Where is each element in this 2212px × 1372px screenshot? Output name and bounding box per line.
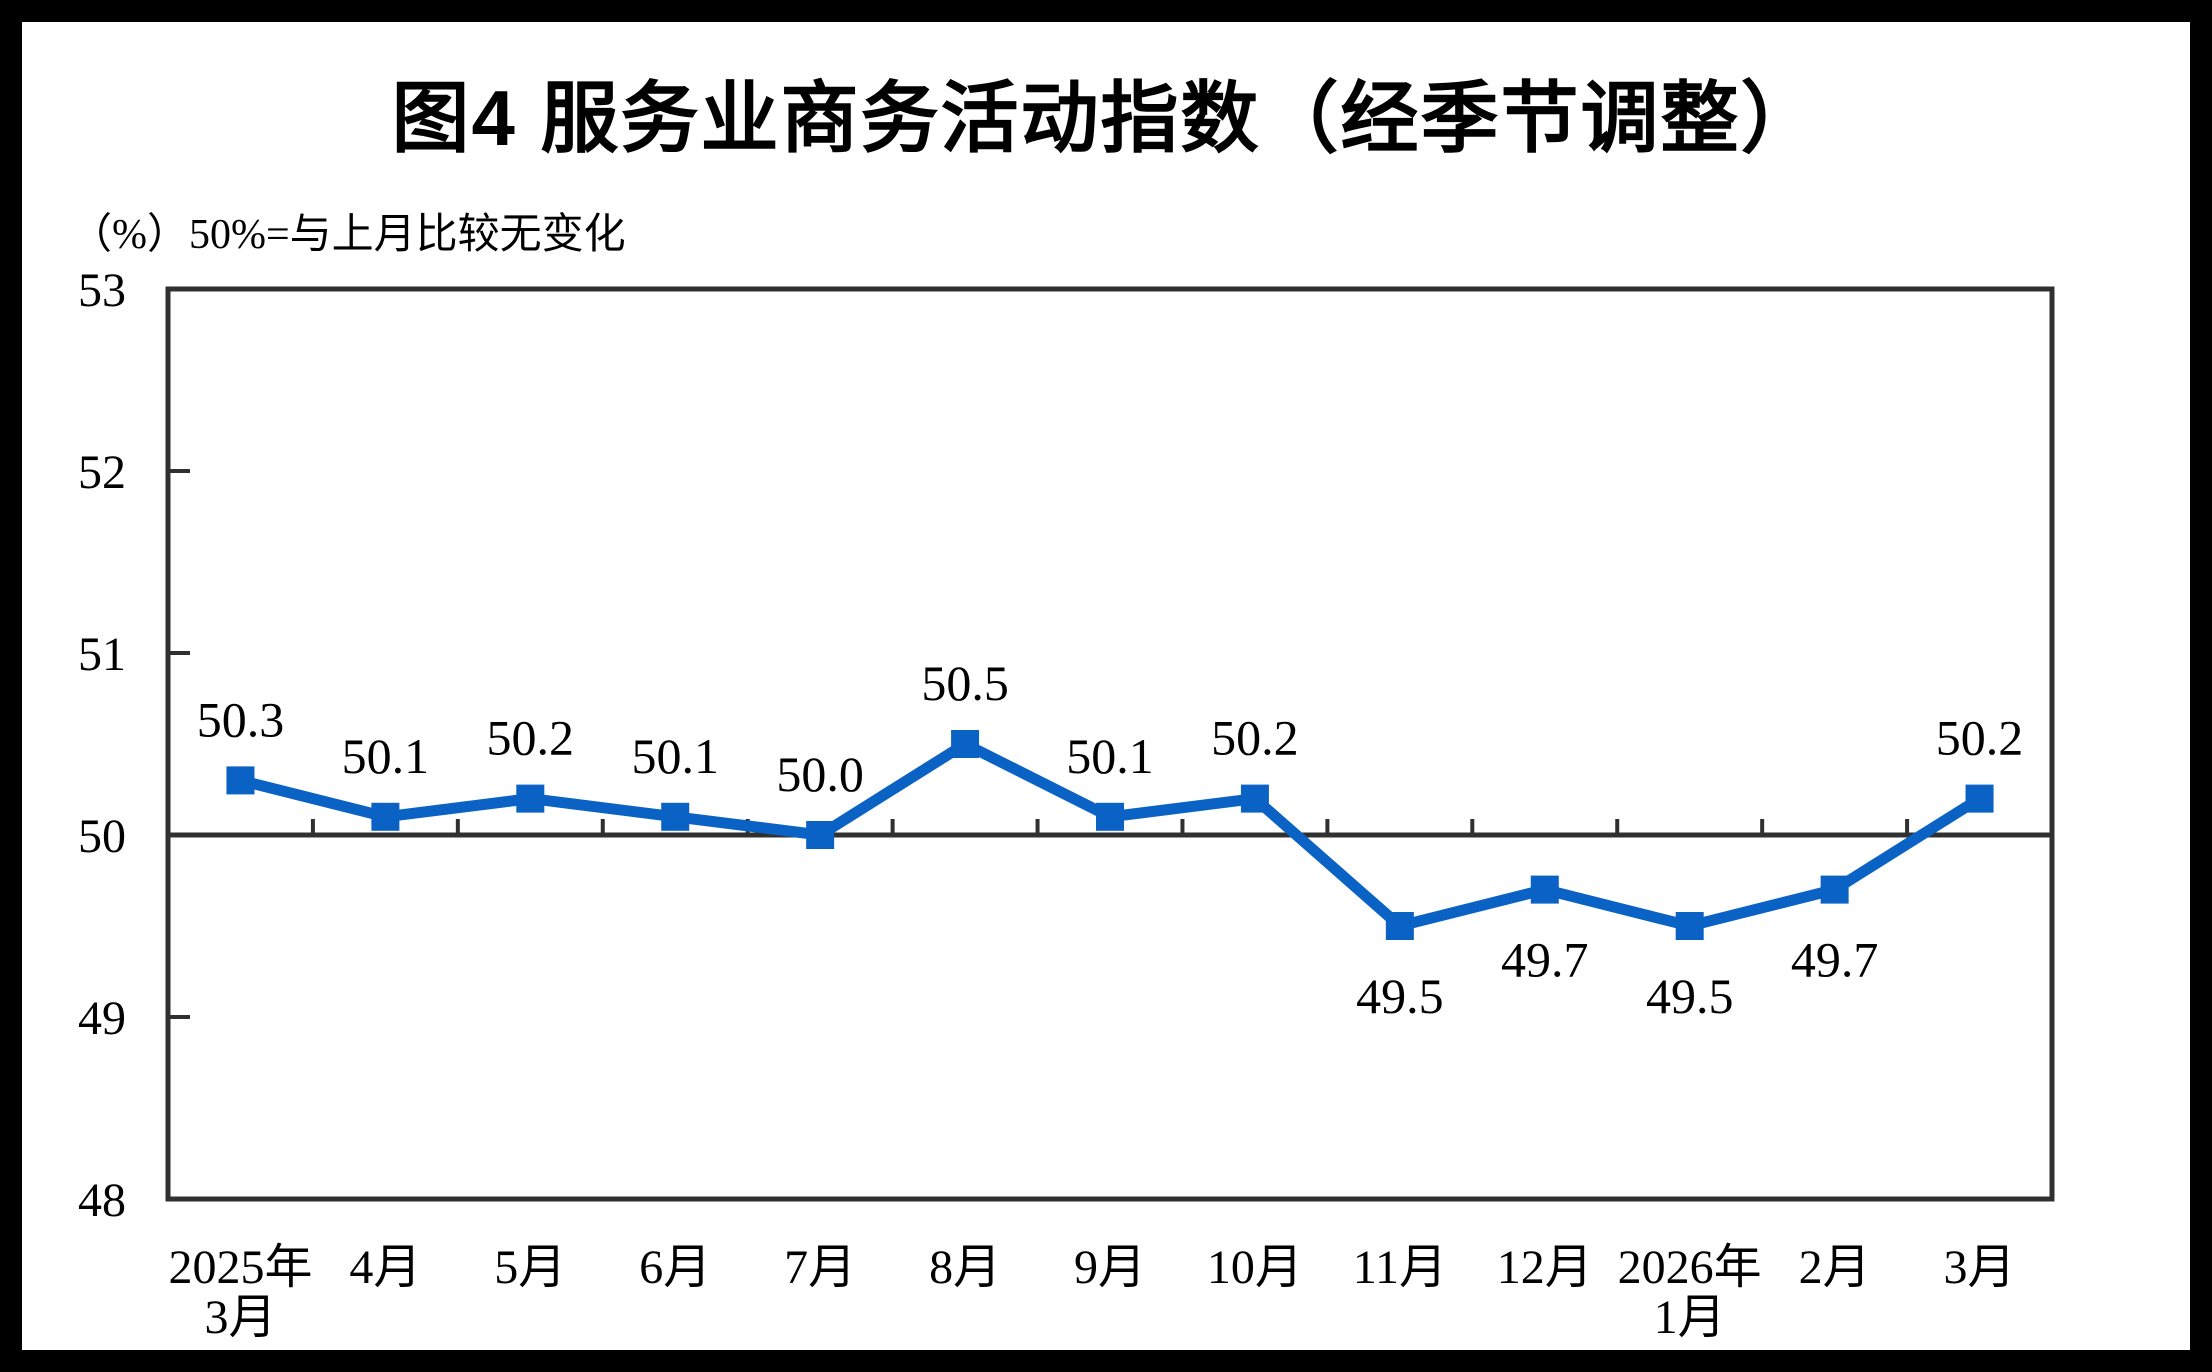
- x-axis-category-label: 8月: [929, 1241, 1001, 1294]
- data-point-label: 50.2: [1936, 710, 2024, 766]
- x-axis-category-label: 10月: [1207, 1241, 1303, 1294]
- x-axis-category-label: 9月: [1074, 1241, 1146, 1294]
- data-point-marker: [226, 766, 255, 795]
- data-point-marker: [1965, 784, 1994, 813]
- y-axis-tick-label: 52: [78, 446, 126, 499]
- data-point-marker: [371, 802, 400, 831]
- x-axis-category-label: 2月: [1799, 1241, 1871, 1294]
- y-axis-tick-label: 53: [78, 264, 126, 317]
- x-axis-category-label: 4月: [349, 1241, 421, 1294]
- x-axis-category-label: 5月: [494, 1241, 566, 1294]
- data-point-marker: [806, 821, 835, 849]
- data-point-label: 49.7: [1501, 932, 1589, 988]
- x-axis-category-label: 2025年: [168, 1241, 312, 1294]
- data-point-label: 50.2: [487, 710, 575, 766]
- data-point-label: 50.0: [776, 746, 864, 802]
- x-axis-category-label: 1月: [1654, 1291, 1726, 1344]
- chart-subtitle: （%）50%=与上月比较无变化: [70, 212, 626, 258]
- data-point-marker: [661, 802, 690, 831]
- data-point-label: 50.1: [342, 728, 430, 784]
- x-axis-category-label: 6月: [639, 1241, 711, 1294]
- data-point-marker: [1675, 912, 1704, 940]
- x-axis-category-label: 3月: [204, 1291, 276, 1344]
- data-point-label: 50.5: [921, 655, 1009, 711]
- data-point-label: 49.5: [1646, 968, 1734, 1024]
- figure-inner: 图4 服务业商务活动指数（经季节调整） （%）50%=与上月比较无变化 48 49…: [22, 22, 2190, 1350]
- data-point-marker: [1530, 875, 1559, 904]
- data-point-marker: [1240, 784, 1269, 813]
- plot-border: [165, 286, 2055, 1202]
- y-axis-tick-label: 49: [78, 992, 126, 1045]
- y-axis-tick-label: 48: [78, 1174, 126, 1227]
- data-point-marker: [1385, 912, 1414, 940]
- x-axis-category-label: 12月: [1497, 1241, 1593, 1294]
- data-point-marker: [951, 730, 980, 758]
- data-point-label: 50.1: [1066, 728, 1154, 784]
- x-axis-category-label: 2026年: [1618, 1241, 1762, 1294]
- line-chart: 48 49 50 51 52 53 50.3 50.1 50.2 50.1 50.0 50.5 50.1…: [78, 264, 2055, 1344]
- data-point-label: 50.2: [1211, 710, 1299, 766]
- data-point-marker: [1096, 802, 1124, 831]
- x-axis-category-label: 11月: [1353, 1241, 1447, 1294]
- data-point-label: 50.3: [197, 691, 285, 747]
- data-point-marker: [1820, 875, 1849, 904]
- data-point-label: 49.7: [1791, 932, 1879, 988]
- y-axis-tick-label: 51: [78, 628, 126, 681]
- chart-title: 图4 服务业商务活动指数（经季节调整）: [391, 74, 1821, 162]
- y-axis-tick-label: 50: [78, 810, 126, 863]
- data-point-label: 49.5: [1356, 968, 1444, 1024]
- data-point-label: 50.1: [631, 728, 719, 784]
- data-point-marker: [516, 784, 545, 813]
- x-axis-category-label: 3月: [1944, 1241, 2016, 1294]
- x-axis-category-label: 7月: [784, 1241, 856, 1294]
